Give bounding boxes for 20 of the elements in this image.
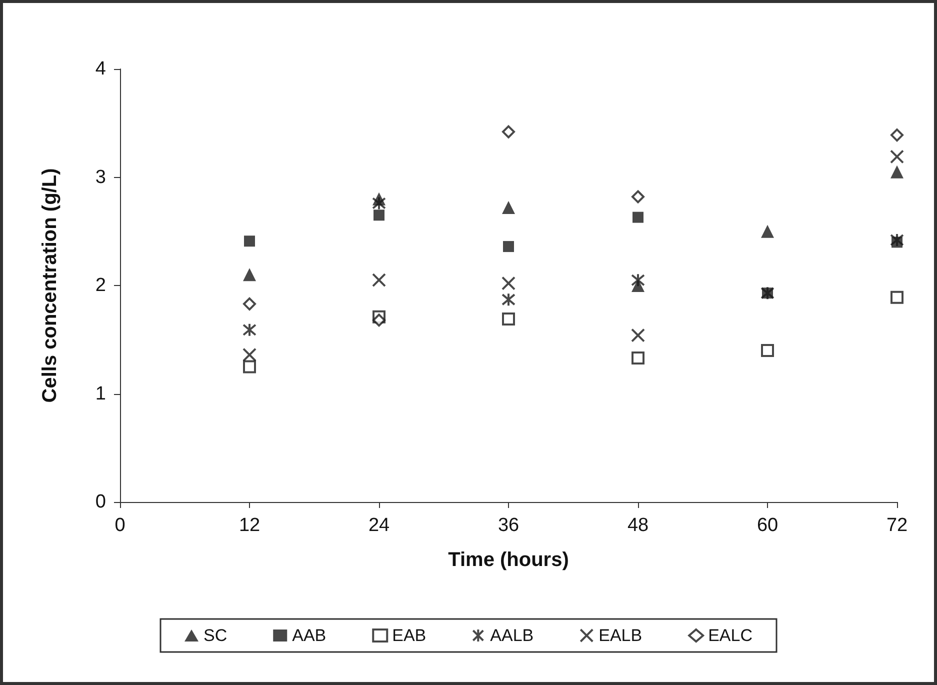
y-tick-label: 1 bbox=[95, 383, 106, 404]
x-tick-label: 36 bbox=[498, 515, 520, 536]
x-tick-label: 72 bbox=[886, 515, 908, 536]
x-tick-label: 60 bbox=[756, 515, 778, 536]
y-tick-label: 3 bbox=[95, 166, 106, 188]
x-tick-label: 12 bbox=[238, 515, 260, 536]
legend-label: EALC bbox=[708, 626, 753, 645]
y-tick-label: 4 bbox=[95, 58, 106, 80]
legend-label: AAB bbox=[292, 626, 326, 645]
y-tick-label: 2 bbox=[95, 275, 106, 296]
x-tick-label: 0 bbox=[114, 515, 126, 536]
legend-label: AALB bbox=[490, 626, 534, 645]
x-axis-title: Time (hours) bbox=[448, 549, 569, 571]
y-axis-title: Cells concentration (g/L) bbox=[39, 168, 61, 403]
legend-label: SC bbox=[204, 626, 228, 645]
legend-label: EALB bbox=[598, 626, 642, 645]
x-tick-label: 48 bbox=[627, 515, 649, 536]
legend-label: EAB bbox=[392, 626, 426, 645]
x-tick-label: 24 bbox=[368, 515, 390, 536]
y-tick-label: 0 bbox=[95, 492, 106, 512]
